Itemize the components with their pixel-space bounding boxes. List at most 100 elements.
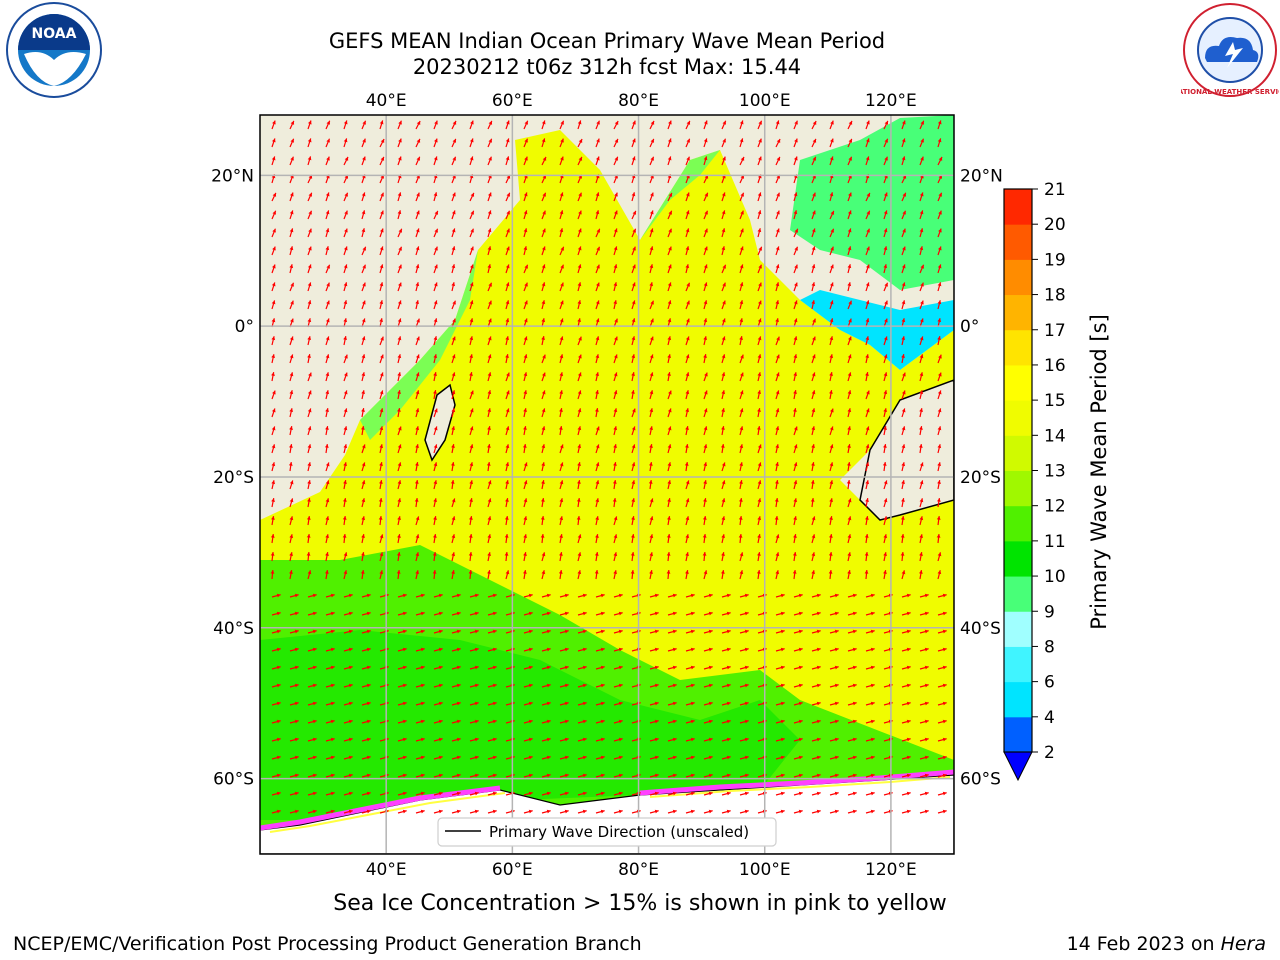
wave-arrow bbox=[631, 444, 636, 454]
wave-arrow bbox=[469, 300, 474, 310]
wave-arrow bbox=[739, 264, 744, 274]
wave-arrow bbox=[739, 665, 749, 670]
wave-arrow bbox=[433, 444, 438, 454]
wave-arrow bbox=[775, 408, 780, 418]
wave-arrow bbox=[685, 534, 690, 544]
wave-arrow bbox=[271, 719, 281, 724]
wave-arrow bbox=[307, 611, 317, 616]
wave-arrow bbox=[325, 719, 335, 724]
wave-arrow bbox=[613, 593, 623, 598]
wave-arrow bbox=[757, 480, 762, 490]
wave-arrow bbox=[343, 120, 348, 130]
wave-arrow bbox=[829, 629, 839, 634]
wave-arrow bbox=[667, 593, 677, 598]
wave-arrow bbox=[325, 462, 330, 472]
wave-arrow bbox=[703, 665, 713, 670]
wave-arrow bbox=[739, 647, 749, 652]
wave-arrow bbox=[343, 570, 348, 580]
wave-arrow bbox=[541, 755, 551, 760]
wave-arrow bbox=[631, 264, 636, 274]
wave-arrow bbox=[883, 444, 887, 454]
legend-label: Primary Wave Direction (unscaled) bbox=[489, 823, 749, 841]
wave-arrow bbox=[451, 336, 456, 346]
wave-arrow bbox=[721, 426, 725, 436]
wave-arrow bbox=[577, 809, 587, 814]
wave-arrow bbox=[847, 647, 857, 652]
wave-arrow bbox=[667, 480, 672, 490]
wave-arrow bbox=[559, 534, 563, 544]
wave-arrow bbox=[505, 300, 510, 310]
wave-arrow bbox=[397, 719, 407, 724]
wave-arrow bbox=[595, 210, 600, 220]
wave-arrow bbox=[811, 773, 821, 778]
lat-tick-label-left: 20°S bbox=[213, 468, 254, 488]
wave-arrow bbox=[577, 246, 582, 256]
wave-arrow bbox=[865, 426, 870, 436]
wave-arrow bbox=[613, 192, 618, 202]
wave-arrow bbox=[325, 426, 329, 436]
wave-arrow bbox=[361, 282, 366, 292]
wave-arrow bbox=[666, 569, 671, 580]
colorbar-tick-label: 21 bbox=[1044, 180, 1066, 200]
wave-arrow bbox=[559, 593, 569, 598]
wave-arrow bbox=[721, 552, 725, 562]
wave-arrow bbox=[451, 300, 456, 310]
wave-arrow bbox=[469, 120, 474, 130]
wave-arrow bbox=[937, 228, 942, 238]
wave-arrow bbox=[775, 755, 785, 760]
wave-arrow bbox=[864, 534, 869, 544]
wave-arrow bbox=[865, 629, 875, 634]
wave-arrow bbox=[901, 755, 911, 760]
wave-arrow bbox=[271, 593, 281, 598]
wave-arrow bbox=[487, 354, 492, 364]
wave-arrow bbox=[685, 629, 695, 634]
wave-arrow bbox=[379, 480, 383, 490]
wave-arrow bbox=[559, 282, 564, 292]
wave-arrow bbox=[595, 480, 600, 490]
wave-arrow bbox=[829, 611, 839, 616]
wave-arrow bbox=[883, 390, 888, 400]
wave-arrow bbox=[360, 570, 365, 580]
wave-arrow bbox=[829, 683, 839, 688]
wave-arrow bbox=[901, 390, 906, 400]
wave-arrow bbox=[397, 647, 407, 652]
wave-arrow bbox=[433, 192, 438, 202]
wave-arrow bbox=[901, 611, 911, 616]
wave-arrow bbox=[685, 408, 690, 418]
wave-arrow bbox=[289, 300, 294, 310]
wave-arrow bbox=[325, 210, 330, 220]
wave-arrow bbox=[721, 498, 726, 508]
wave-arrow bbox=[757, 516, 762, 526]
wave-arrow bbox=[504, 551, 509, 562]
wave-arrow bbox=[937, 701, 947, 706]
wave-arrow bbox=[613, 791, 623, 796]
wave-arrow bbox=[289, 719, 299, 724]
wave-arrow bbox=[271, 426, 276, 436]
wave-arrow bbox=[775, 228, 780, 238]
colorbar-segment bbox=[1004, 681, 1032, 718]
wave-arrow bbox=[811, 138, 817, 148]
wave-arrow bbox=[703, 611, 713, 616]
wave-arrow bbox=[415, 755, 425, 760]
wave-arrow bbox=[451, 665, 461, 670]
wave-arrow bbox=[865, 264, 870, 274]
wave-arrow bbox=[379, 534, 384, 544]
wave-arrow bbox=[793, 426, 798, 436]
wave-arrow bbox=[289, 246, 294, 256]
wave-arrow bbox=[486, 462, 491, 472]
wave-arrow bbox=[901, 444, 906, 454]
colorbar-tick-label: 8 bbox=[1044, 637, 1055, 657]
lat-tick-label-right: 40°S bbox=[960, 619, 1001, 639]
wave-arrow bbox=[757, 156, 762, 166]
wave-arrow bbox=[883, 120, 889, 130]
wave-arrow bbox=[577, 611, 587, 616]
wave-arrow bbox=[918, 444, 923, 454]
wave-arrow bbox=[379, 282, 384, 292]
wave-arrow bbox=[433, 665, 443, 670]
wave-arrow bbox=[937, 791, 947, 796]
wave-arrow bbox=[775, 390, 780, 400]
wave-arrow bbox=[595, 192, 600, 202]
wave-arrow bbox=[577, 408, 582, 418]
wave-arrow bbox=[595, 665, 605, 670]
wave-arrow bbox=[775, 791, 785, 796]
